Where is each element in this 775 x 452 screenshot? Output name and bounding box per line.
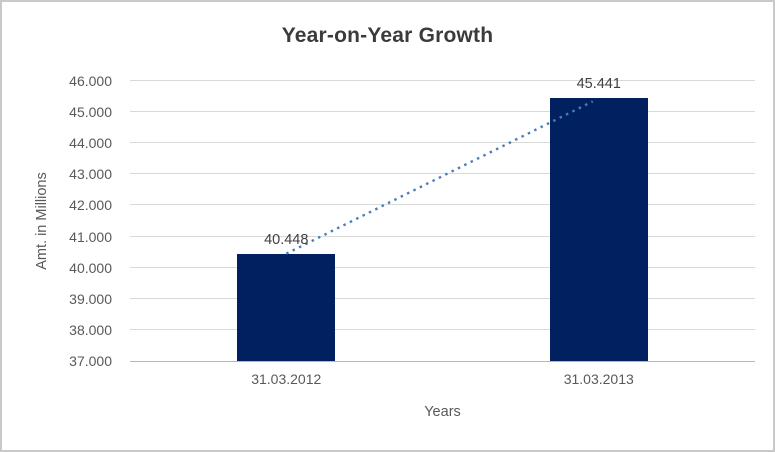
y-tick-label: 43.000 — [69, 166, 112, 183]
gridline — [130, 236, 755, 237]
x-tick-label: 31.03.2013 — [563, 371, 634, 387]
y-axis-title: Amt. in Millions — [34, 172, 50, 270]
x-tick-label: 31.03.2012 — [251, 371, 322, 387]
y-tick-label: 46.000 — [69, 73, 112, 89]
x-axis-line — [130, 361, 755, 362]
y-tick-label: 38.000 — [69, 321, 112, 338]
x-axis-title: Years — [424, 404, 461, 420]
y-tick-label: 45.000 — [69, 104, 112, 121]
gridline — [130, 298, 755, 299]
gridline — [130, 80, 755, 81]
trendline — [285, 100, 594, 255]
plot-area: 40.448 45.441 — [130, 76, 755, 362]
y-tick-label: 44.000 — [69, 135, 112, 152]
gridline — [130, 142, 755, 143]
gridline — [130, 173, 755, 174]
y-tick-label: 39.000 — [69, 290, 112, 307]
trendline-dotted-line — [285, 100, 594, 255]
data-label: 45.441 — [576, 76, 621, 93]
gridline — [130, 111, 755, 112]
y-tick-label: 42.000 — [69, 197, 112, 214]
bar-31.03.2013 — [549, 98, 648, 361]
bar-31.03.2012 — [237, 253, 336, 361]
chart-title: Year-on-Year Growth — [281, 24, 494, 47]
gridline — [130, 267, 755, 268]
y-tick-label: 37.000 — [69, 353, 112, 369]
gridline — [130, 204, 755, 205]
gridline — [130, 329, 755, 330]
y-tick-label: 41.000 — [69, 228, 112, 245]
y-tick-label: 40.000 — [69, 259, 112, 276]
data-label: 40.448 — [264, 231, 309, 248]
